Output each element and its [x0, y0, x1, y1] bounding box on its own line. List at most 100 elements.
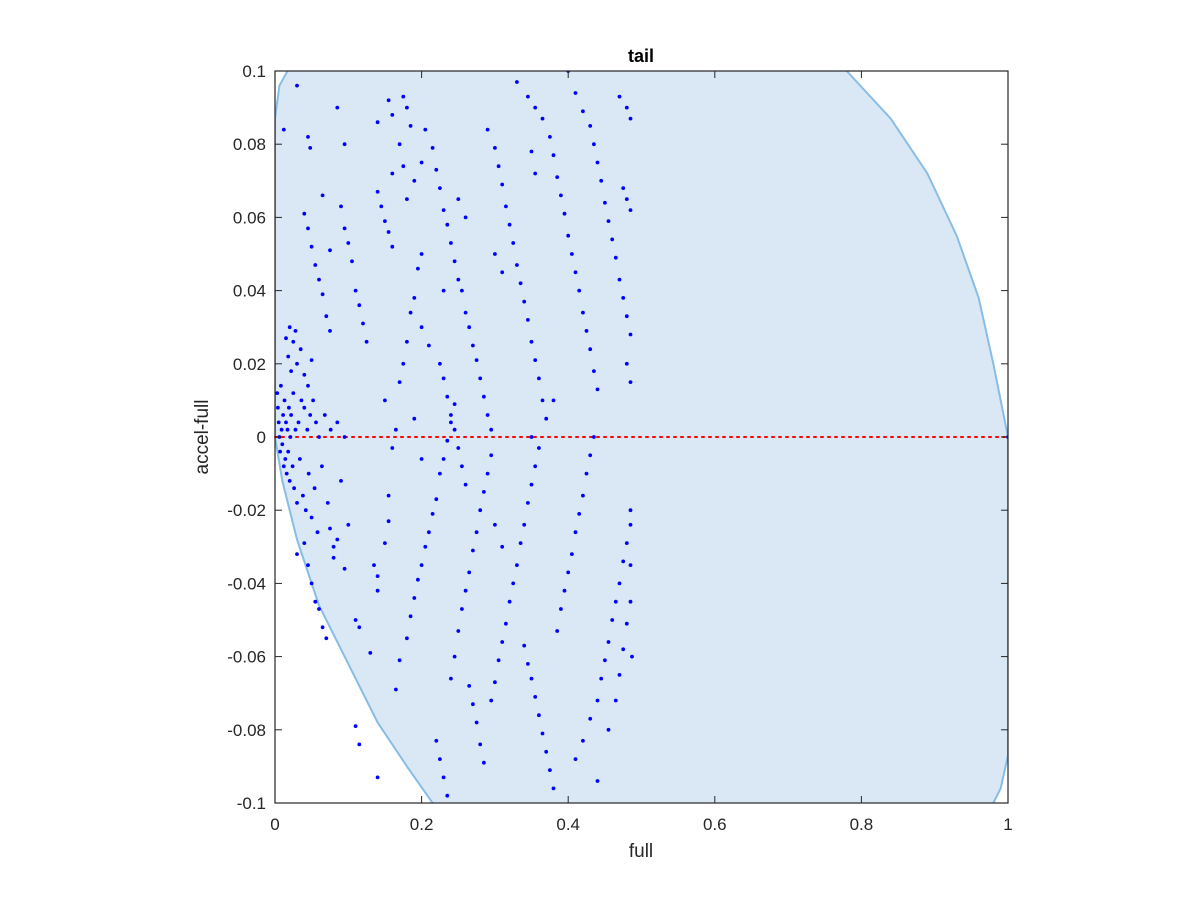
data-point: [408, 124, 413, 128]
data-point: [296, 420, 301, 425]
data-point: [284, 336, 288, 341]
data-point: [375, 189, 380, 194]
data-point: [581, 493, 585, 498]
data-point: [390, 113, 395, 117]
data-point: [328, 329, 332, 333]
data-point: [529, 339, 534, 344]
data-point: [293, 329, 298, 333]
data-point: [357, 625, 362, 630]
data-point: [438, 471, 442, 476]
data-point: [621, 186, 626, 191]
data-point: [467, 325, 472, 330]
x-tick-label: 0.4: [556, 815, 580, 834]
data-point: [529, 676, 534, 681]
data-point: [456, 197, 461, 202]
data-point: [427, 343, 431, 348]
data-point: [522, 299, 527, 304]
data-point: [342, 142, 347, 147]
data-point: [624, 105, 629, 110]
data-point: [328, 248, 332, 253]
data-point: [295, 501, 299, 505]
data-point: [401, 164, 406, 169]
data-point: [287, 479, 292, 483]
data-point: [544, 416, 549, 421]
data-point: [383, 219, 387, 224]
data-point: [383, 541, 387, 545]
data-point: [617, 277, 622, 282]
data-point: [416, 577, 420, 582]
data-point: [375, 574, 380, 578]
data-point: [515, 263, 519, 267]
data-point: [478, 508, 483, 513]
data-point: [368, 651, 373, 655]
data-point: [581, 738, 585, 743]
data-point: [452, 654, 457, 659]
data-point: [386, 519, 391, 524]
data-point: [592, 369, 596, 373]
data-point: [493, 146, 497, 150]
data-point: [548, 768, 552, 772]
data-point: [441, 208, 446, 213]
data-point: [372, 563, 376, 567]
data-point: [285, 427, 290, 432]
y-tick-label: -0.06: [227, 648, 266, 667]
data-point: [533, 695, 538, 699]
data-point: [449, 241, 453, 245]
data-point: [467, 570, 472, 575]
y-tick-label: 0.08: [233, 135, 266, 154]
data-point: [456, 277, 461, 282]
data-point: [555, 629, 560, 633]
data-point: [570, 552, 574, 556]
data-point: [306, 563, 310, 567]
data-point: [314, 420, 318, 425]
data-point: [537, 446, 541, 450]
region-right-edge: [846, 71, 1008, 803]
x-tick-label: 0: [270, 815, 279, 834]
data-point: [324, 636, 329, 641]
data-point: [515, 80, 519, 84]
data-point: [467, 684, 472, 688]
data-point: [606, 640, 611, 644]
data-point: [306, 383, 310, 388]
data-point: [573, 91, 578, 95]
data-point: [515, 563, 519, 567]
data-point: [375, 588, 380, 593]
data-point: [438, 186, 442, 191]
data-point: [419, 325, 424, 330]
data-point: [533, 171, 538, 176]
data-point: [559, 193, 563, 198]
data-point: [613, 698, 618, 703]
data-point: [540, 731, 545, 736]
data-point: [306, 226, 310, 231]
data-point: [283, 457, 288, 461]
data-point: [287, 405, 291, 410]
data-point: [573, 530, 578, 535]
data-point: [533, 105, 538, 110]
data-point: [401, 361, 406, 366]
data-point: [299, 398, 304, 403]
data-point: [375, 120, 380, 125]
data-point: [301, 493, 305, 498]
data-point: [306, 135, 310, 139]
data-point: [507, 599, 512, 604]
data-point: [581, 310, 585, 315]
data-point: [281, 127, 286, 132]
data-point: [566, 570, 571, 575]
data-point: [350, 259, 354, 264]
data-point: [342, 566, 347, 571]
data-point: [276, 420, 281, 425]
data-point: [617, 673, 622, 677]
data-point: [555, 175, 560, 180]
data-point: [518, 541, 523, 545]
data-point: [533, 464, 538, 469]
data-point: [493, 680, 497, 685]
data-point: [595, 387, 600, 392]
data-point: [489, 427, 494, 432]
data-point: [441, 376, 446, 381]
y-tick-label: -0.08: [227, 721, 266, 740]
data-point: [308, 413, 313, 417]
y-tick-label: -0.1: [237, 794, 266, 813]
data-point: [452, 259, 457, 264]
data-point: [595, 779, 600, 783]
x-tick-label: 0.8: [850, 815, 874, 834]
